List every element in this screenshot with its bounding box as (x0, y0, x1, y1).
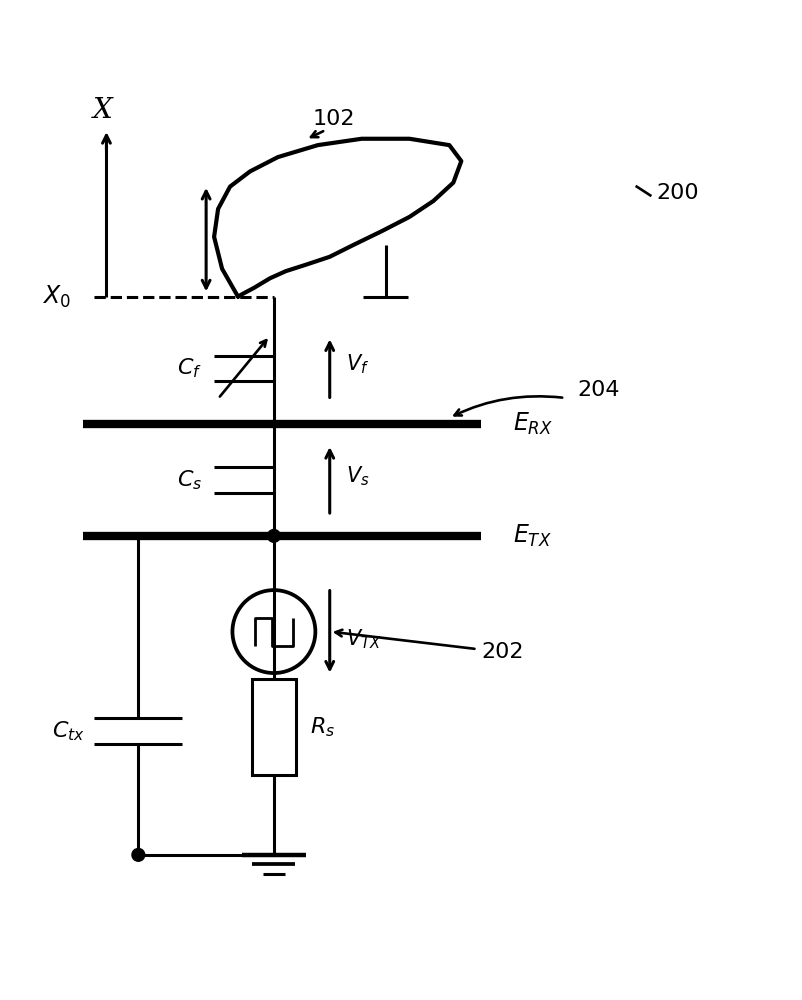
Text: 202: 202 (480, 642, 523, 662)
Text: $C_{tx}$: $C_{tx}$ (52, 719, 85, 743)
Bar (252, 679, 295, 775)
Text: $C_s$: $C_s$ (176, 468, 202, 492)
Text: $E_{RX}$: $E_{RX}$ (512, 411, 553, 437)
Text: $C_f$: $C_f$ (177, 357, 202, 380)
Text: $E_{TX}$: $E_{TX}$ (512, 523, 551, 549)
Text: 200: 200 (656, 183, 699, 203)
Text: $V_f$: $V_f$ (345, 353, 368, 376)
Text: X: X (92, 97, 112, 124)
Text: $X_0$: $X_0$ (42, 284, 71, 310)
Text: $R_s$: $R_s$ (310, 715, 335, 739)
Text: 204: 204 (576, 380, 618, 400)
Circle shape (267, 530, 280, 542)
Text: 102: 102 (312, 109, 354, 129)
Text: $V_s$: $V_s$ (345, 464, 369, 488)
Text: $V_{TX}$: $V_{TX}$ (345, 628, 381, 651)
Circle shape (132, 848, 144, 861)
